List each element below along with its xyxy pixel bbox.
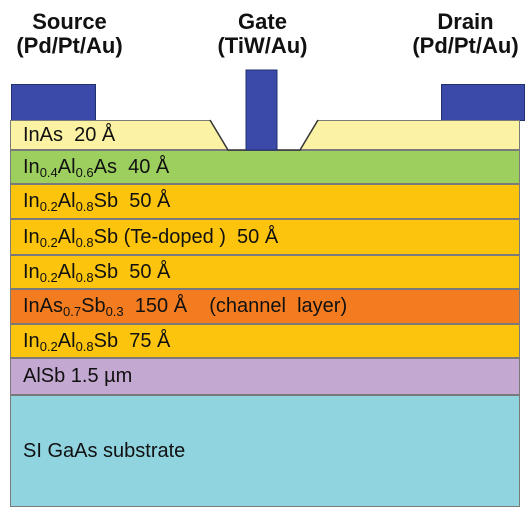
subscript: 0.3 xyxy=(105,304,124,319)
subscript: 0.2 xyxy=(39,338,58,354)
subscript: 0.8 xyxy=(75,338,94,354)
label-text: InAs xyxy=(23,295,64,317)
label-text: Sb 50 Å xyxy=(93,190,171,212)
label-text: Al xyxy=(57,225,76,248)
subscript: 0.6 xyxy=(75,164,94,180)
label-text: In xyxy=(23,225,40,248)
layer-substrate: SI GaAs substrate xyxy=(10,395,520,507)
layer-label: In0.2Al0.8Sb 50 Å xyxy=(23,190,170,213)
layer-inalas: In0.4Al0.6As 40 Å xyxy=(10,150,520,184)
label-text: Sb 75 Å xyxy=(93,329,171,352)
layer-label: In0.2Al0.8Sb 75 Å xyxy=(23,330,170,353)
source-label: Source (Pd/Pt/Au) xyxy=(2,10,137,58)
subscript: 0.2 xyxy=(39,234,58,250)
label-text: In xyxy=(23,190,40,212)
layer-inalsb-te: In0.2Al0.8Sb (Te-doped ) 50 Å xyxy=(10,219,520,255)
label-text: InAs 20 Å xyxy=(23,123,116,146)
label-text: Sb 50 Å xyxy=(93,260,171,283)
label-text: Al xyxy=(57,155,76,178)
drain-material: (Pd/Pt/Au) xyxy=(412,33,519,58)
layer-label: In0.2Al0.8Sb 50 Å xyxy=(23,261,170,284)
label-text: Sb (Te-doped ) 50 Å xyxy=(93,225,279,248)
layer-label: AlSb 1.5 µm xyxy=(23,365,132,388)
label-text: 150 Å (channel layer) xyxy=(123,295,348,317)
gate-material: (TiW/Au) xyxy=(217,33,308,58)
label-text: In xyxy=(23,260,40,283)
subscript: 0.7 xyxy=(63,304,82,319)
label-text: Al xyxy=(57,260,76,283)
layer-inalsb-1: In0.2Al0.8Sb 50 Å xyxy=(10,184,520,219)
layer-label: In0.4Al0.6As 40 Å xyxy=(23,156,169,179)
subscript: 0.8 xyxy=(75,234,94,250)
layer-label: SI GaAs substrate xyxy=(23,440,185,463)
source-material: (Pd/Pt/Au) xyxy=(16,33,123,58)
subscript: 0.2 xyxy=(39,269,58,285)
drain-label: Drain (Pd/Pt/Au) xyxy=(400,10,531,58)
layer-label: In0.2Al0.8Sb (Te-doped ) 50 Å xyxy=(23,226,278,249)
subscript: 0.8 xyxy=(75,269,94,285)
label-text: As 40 Å xyxy=(93,155,170,178)
layer-channel: InAs0.7Sb0.3 150 Å (channel layer) xyxy=(10,289,520,324)
label-text: In xyxy=(23,329,40,352)
label-text: Al xyxy=(57,329,76,352)
gate-label: Gate (TiW/Au) xyxy=(200,10,325,58)
drain-name: Drain xyxy=(437,9,494,34)
source-name: Source xyxy=(32,9,107,34)
label-text: Al xyxy=(57,190,76,212)
layer-label: InAs0.7Sb0.3 150 Å (channel layer) xyxy=(23,295,347,318)
label-text: AlSb 1.5 µm xyxy=(23,365,133,387)
gate-contact xyxy=(245,69,278,151)
layer-alsb-buffer: AlSb 1.5 µm xyxy=(10,358,520,395)
label-text: Sb xyxy=(81,295,106,317)
label-text: SI GaAs substrate xyxy=(23,439,186,462)
layer-label: InAs 20 Å xyxy=(23,124,115,147)
layer-inalsb-2: In0.2Al0.8Sb 50 Å xyxy=(10,255,520,289)
label-text: In xyxy=(23,155,40,178)
subscript: 0.2 xyxy=(39,199,58,214)
layer-inalsb-3: In0.2Al0.8Sb 75 Å xyxy=(10,324,520,358)
gate-name: Gate xyxy=(238,9,287,34)
subscript: 0.4 xyxy=(39,164,58,180)
subscript: 0.8 xyxy=(75,199,94,214)
